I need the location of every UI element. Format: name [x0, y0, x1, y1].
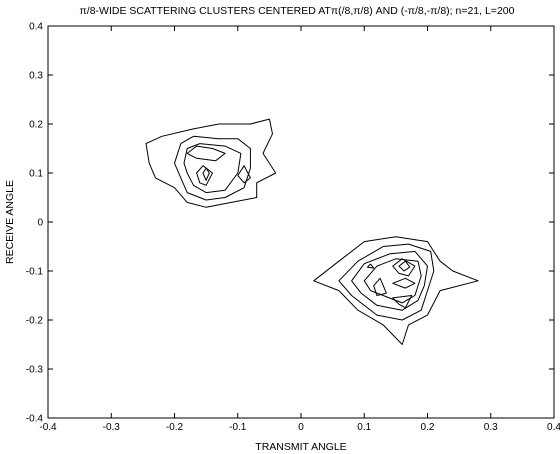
x-tick-label: -0.2: [166, 422, 184, 433]
x-tick-label: -0.4: [39, 422, 57, 433]
x-tick-label: 0.4: [547, 422, 560, 433]
x-axis-title: TRANSMIT ANGLE: [255, 441, 346, 453]
contour-line: [363, 258, 422, 304]
y-tick-label: -0.1: [26, 267, 44, 278]
x-tick-label: -0.3: [103, 422, 121, 433]
contour-line: [145, 118, 277, 208]
contour-line: [174, 135, 251, 201]
y-tick-label: 0: [37, 218, 43, 229]
contour-line: [313, 236, 479, 345]
x-tick-label: 0.3: [484, 422, 498, 433]
cluster-2: [313, 236, 479, 345]
chart-title: π/8-WIDE SCATTERING CLUSTERS CENTERED AT…: [80, 5, 515, 17]
contour-line: [392, 295, 413, 309]
contour-line: [392, 258, 416, 277]
x-tick-label: 0.1: [357, 422, 371, 433]
contour-line: [398, 260, 411, 272]
plot-area-frame: [47, 25, 555, 419]
x-tick-label: -0.1: [229, 422, 247, 433]
contour-line: [237, 165, 251, 184]
y-tick-label: -0.3: [26, 365, 44, 376]
contour-line: [366, 263, 375, 269]
contour-line: [186, 145, 226, 162]
y-tick-label: 0.2: [29, 120, 43, 131]
contour-line: [183, 143, 242, 194]
y-axis-ticks: 0.4 0.3 0.2 0.1 0 -0.1 -0.2 -0.3 -0.4: [26, 22, 554, 425]
y-tick-label: 0.3: [29, 71, 43, 82]
contour-line: [338, 243, 435, 321]
x-axis-ticks: -0.4 -0.3 -0.2 -0.1 0 0.1 0.2 0.3 0.4: [39, 26, 560, 433]
y-tick-label: 0.1: [29, 169, 43, 180]
y-tick-label: -0.4: [26, 414, 44, 425]
x-tick-label: 0: [298, 422, 304, 433]
y-tick-label: 0.4: [29, 22, 43, 33]
cluster-1: [145, 118, 277, 208]
y-tick-label: -0.2: [26, 316, 44, 327]
contour-lines: [145, 118, 479, 345]
contour-line: [196, 165, 213, 186]
x-tick-label: 0.2: [421, 422, 435, 433]
contour-line: [392, 277, 416, 289]
contour-line: [373, 277, 387, 296]
contour-line: [351, 250, 428, 311]
contour-line: [202, 167, 210, 181]
y-axis-title: RECEIVE ANGLE: [4, 180, 16, 264]
